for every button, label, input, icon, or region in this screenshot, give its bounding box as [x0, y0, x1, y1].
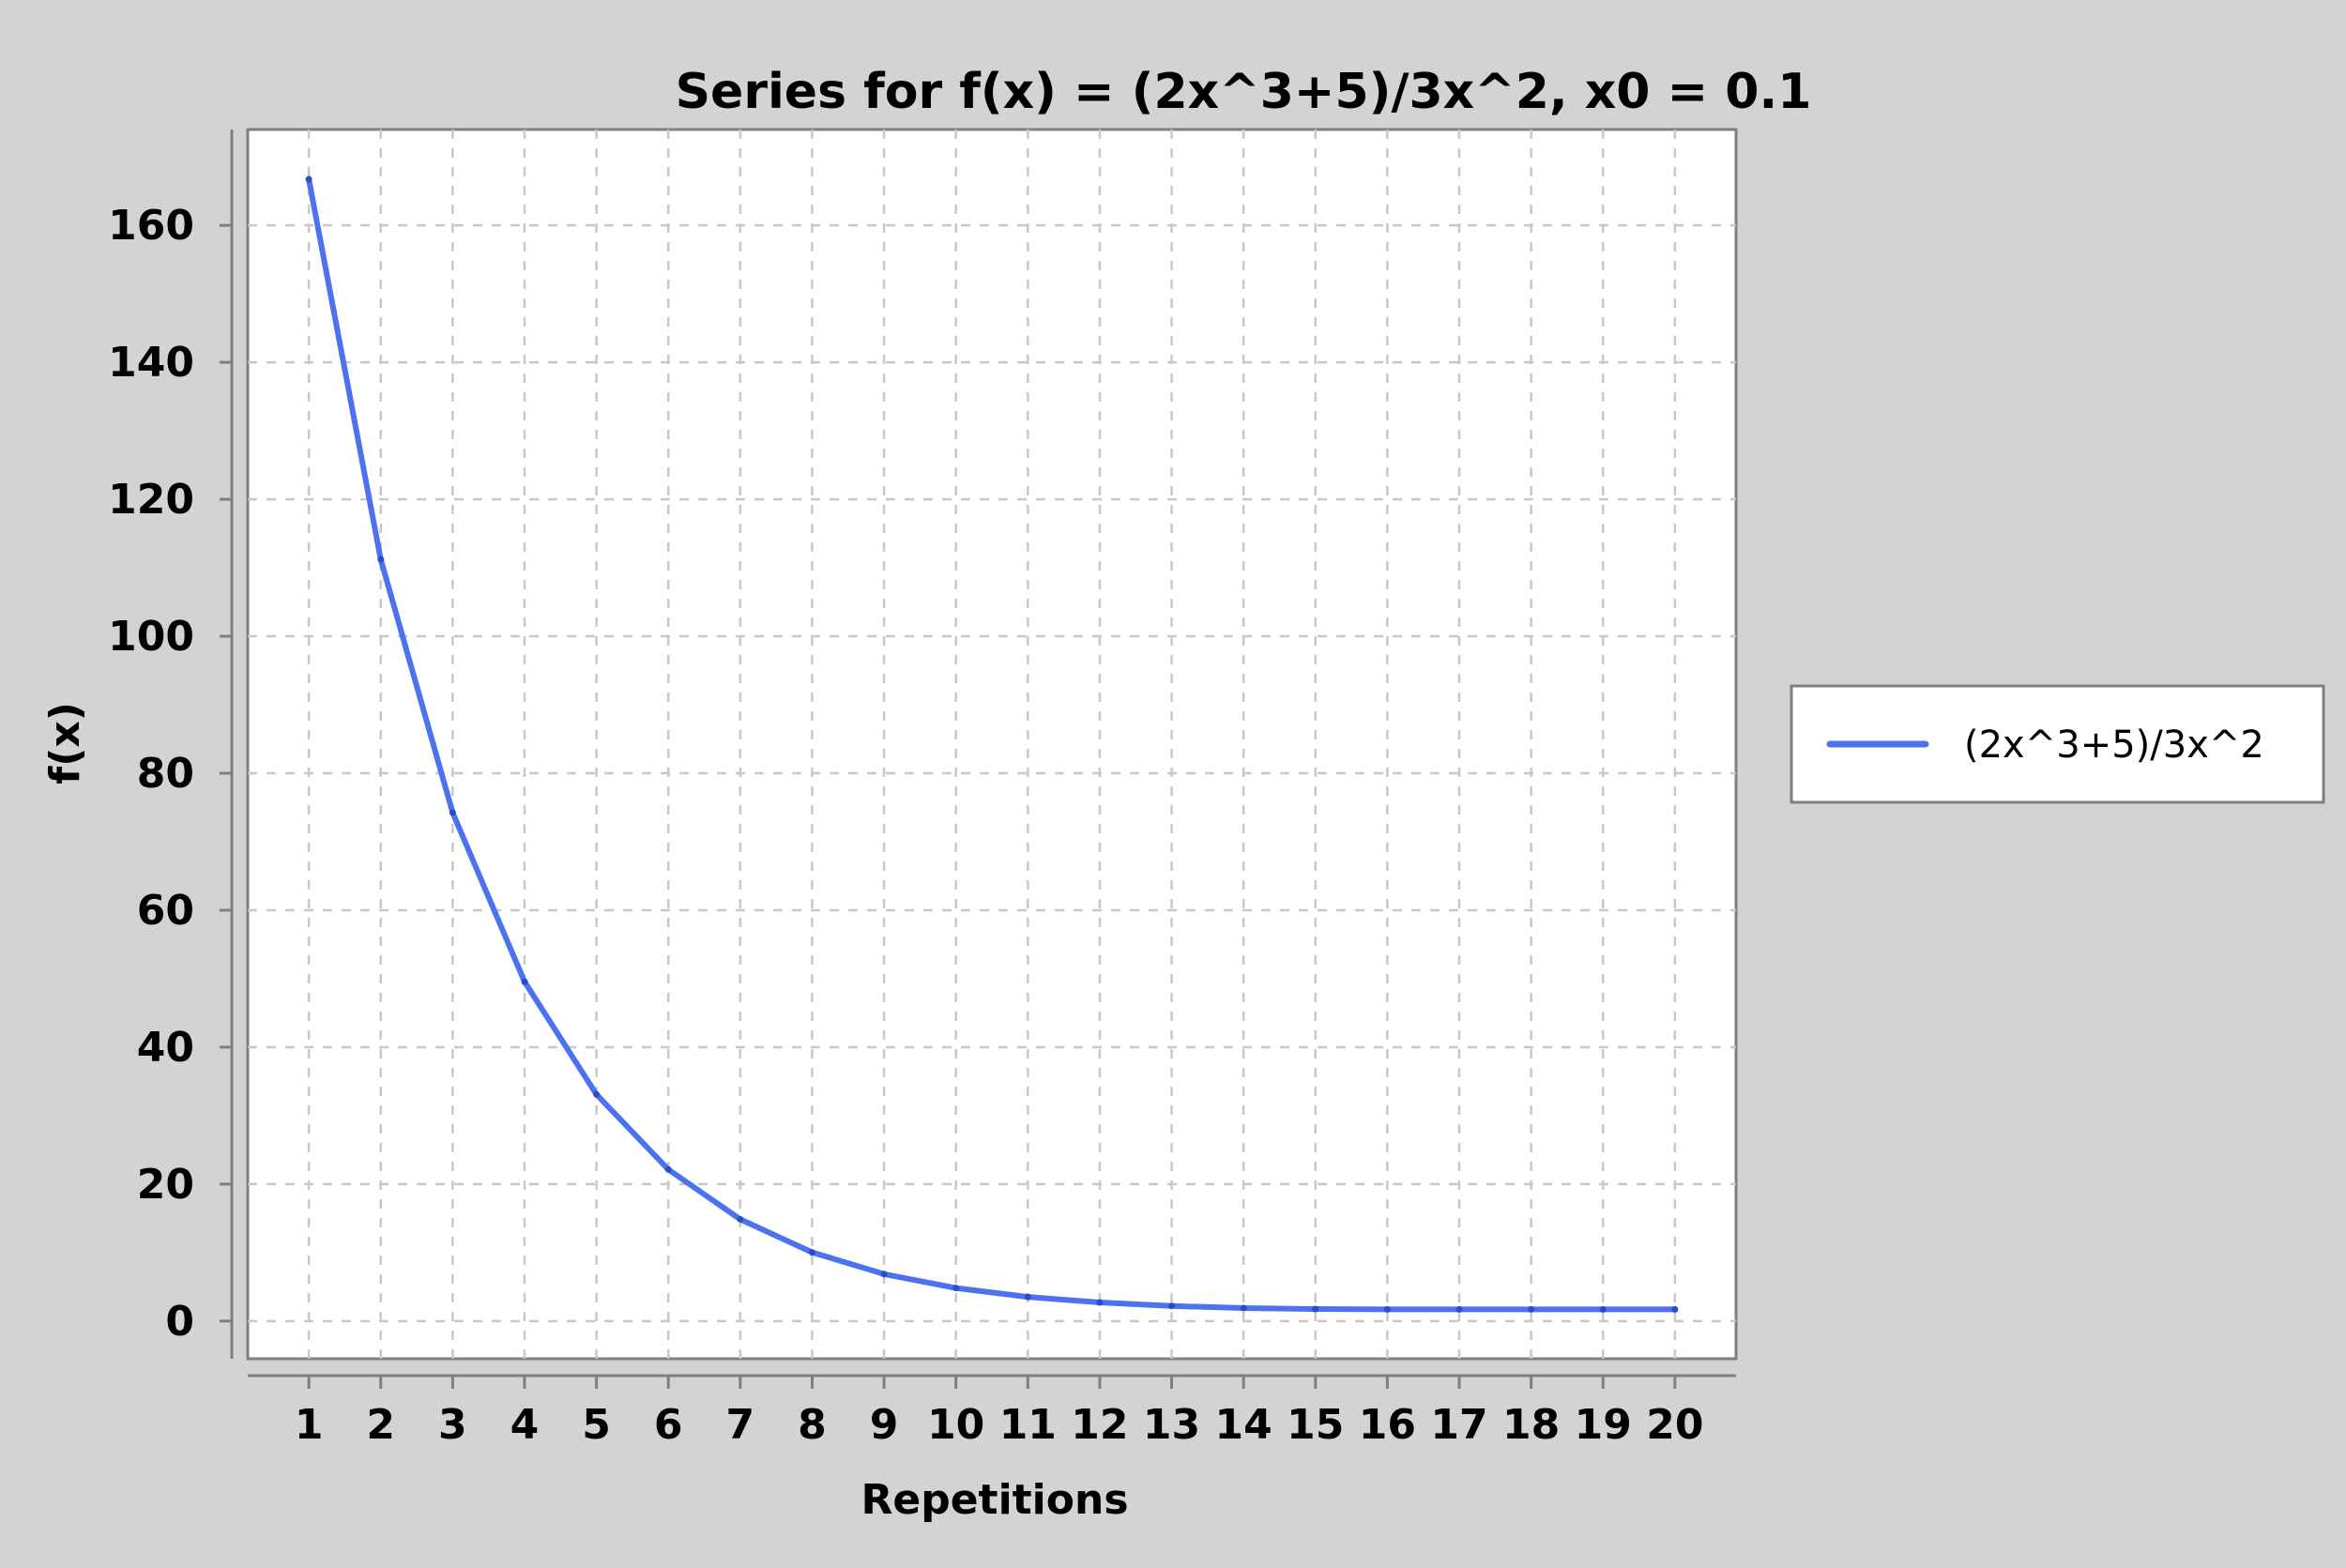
data-point: [593, 1090, 601, 1098]
x-tick-label: 15: [1287, 1401, 1344, 1449]
data-point: [952, 1285, 960, 1292]
data-point: [1168, 1302, 1176, 1310]
y-ticks: 0 20 40 60 80 100 120 140 160: [108, 202, 232, 1346]
series-line: [306, 176, 1678, 1313]
y-tick-label: 100: [108, 613, 194, 661]
data-point: [305, 175, 312, 183]
y-tick-label: 120: [108, 476, 194, 524]
legend-label: (2x^3+5)/3x^2: [1964, 723, 2264, 767]
x-tick-label: 7: [726, 1401, 755, 1449]
data-point: [521, 978, 528, 985]
data-point: [1312, 1305, 1319, 1313]
legend: (2x^3+5)/3x^2: [1790, 684, 2325, 804]
data-point: [1599, 1305, 1607, 1313]
x-tick-label: 8: [798, 1401, 827, 1449]
x-tick-label: 5: [582, 1401, 611, 1449]
x-tick-label: 4: [510, 1401, 540, 1449]
data-point: [808, 1249, 815, 1256]
data-point: [1024, 1293, 1031, 1301]
data-point: [377, 556, 385, 563]
plot-background: [246, 128, 1738, 1361]
x-tick-label: 1: [295, 1401, 324, 1449]
axes: [230, 129, 1736, 1378]
y-tick-label: 80: [137, 750, 194, 798]
series-layer: [305, 175, 1679, 1313]
y-axis-label: f(x): [41, 702, 89, 784]
data-point: [664, 1165, 672, 1173]
data-point: [449, 809, 456, 816]
x-tick-label: 18: [1502, 1401, 1560, 1449]
x-tick-label: 17: [1430, 1401, 1487, 1449]
x-tick-label: 9: [870, 1401, 899, 1449]
x-tick-label: 20: [1646, 1401, 1703, 1449]
x-tick-label: 13: [1143, 1401, 1200, 1449]
chart-title: Series for f(x) = (2x^3+5)/3x^2, x0 = 0.…: [676, 64, 1812, 120]
y-tick-label: 0: [165, 1298, 194, 1346]
data-point: [1240, 1304, 1247, 1312]
y-tick-label: 160: [108, 202, 194, 250]
x-tick-label: 19: [1575, 1401, 1632, 1449]
x-tick-label: 10: [927, 1401, 984, 1449]
data-point: [737, 1215, 744, 1223]
y-tick-label: 20: [137, 1161, 194, 1209]
x-tick-label: 14: [1215, 1401, 1272, 1449]
x-tick-label: 6: [654, 1401, 683, 1449]
x-ticks: 1 2 3 4 5 6 7 8 9 10 11 12 13 14 15 16 17 18 19 20: [295, 1376, 1703, 1449]
x-axis-label: Repetitions: [861, 1476, 1128, 1524]
y-tick-label: 60: [137, 887, 194, 935]
x-tick-label: 11: [999, 1401, 1057, 1449]
y-tick-label: 140: [108, 339, 194, 387]
x-tick-label: 16: [1359, 1401, 1416, 1449]
data-point: [1671, 1305, 1679, 1313]
data-point: [1096, 1299, 1104, 1306]
data-point: [1528, 1305, 1535, 1313]
data-point: [880, 1271, 888, 1278]
x-tick-label: 12: [1071, 1401, 1128, 1449]
x-tick-label: 3: [438, 1401, 467, 1449]
x-tick-label: 2: [366, 1401, 395, 1449]
data-point: [1383, 1305, 1391, 1313]
y-tick-label: 40: [137, 1024, 194, 1072]
data-point: [1455, 1305, 1463, 1313]
